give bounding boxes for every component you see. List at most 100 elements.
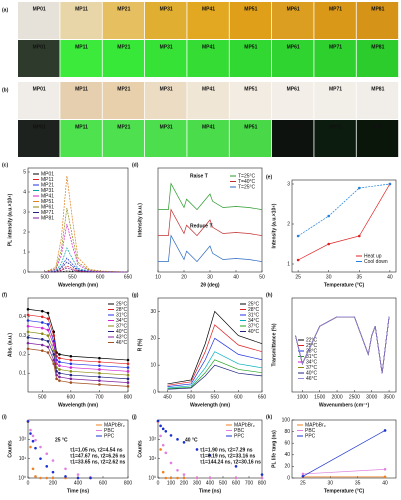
data-point — [176, 438, 179, 441]
data-point — [40, 321, 44, 324]
x-tick-label: 500 — [187, 394, 196, 400]
photo-label: MP11 — [75, 124, 88, 130]
y-axis-label: PL life τavg (ns) — [271, 430, 277, 468]
data-point — [195, 448, 199, 451]
x-tick-label: 40 — [233, 274, 239, 280]
data-point — [52, 330, 56, 334]
photo — [18, 120, 60, 157]
photo — [314, 82, 356, 119]
data-point — [76, 473, 80, 476]
legend-label: 46°C — [306, 376, 318, 382]
x-axis-label: Time (ns) — [67, 488, 89, 494]
data-point — [45, 452, 49, 456]
data-point — [69, 366, 73, 369]
data-point — [40, 343, 44, 347]
x-tick-label: 20 — [181, 274, 187, 280]
x-tick-label: 700 — [245, 480, 254, 486]
data-line — [167, 310, 263, 385]
data-line — [158, 182, 263, 211]
data-line — [27, 337, 129, 380]
data-line — [44, 207, 129, 273]
data-point — [176, 469, 179, 472]
legend-label: MP71 — [41, 210, 54, 216]
legend-label: MP41 — [41, 193, 54, 199]
photo — [356, 40, 399, 77]
x-tick-label: 500 — [38, 394, 47, 400]
data-line — [167, 324, 263, 386]
data-point — [164, 451, 168, 455]
data-point — [161, 443, 165, 447]
data-point — [69, 362, 73, 366]
photo — [272, 40, 314, 77]
photo — [187, 40, 229, 77]
photo — [272, 82, 314, 119]
photo — [229, 82, 272, 119]
data-point — [260, 473, 264, 476]
photo-label: MP21 — [117, 6, 130, 12]
data-point — [69, 377, 73, 381]
data-point — [51, 459, 55, 462]
data-point — [161, 427, 165, 431]
data-point — [156, 419, 160, 423]
panel-label: (b) — [2, 87, 9, 93]
data-point — [58, 371, 61, 375]
legend-label: MP21 — [41, 182, 54, 188]
data-point — [58, 379, 61, 383]
photo-label: MP41 — [202, 6, 215, 12]
photo — [314, 2, 356, 39]
data-point — [52, 353, 56, 356]
legend-label: 34°C — [306, 359, 318, 365]
data-point — [64, 467, 67, 471]
data-point — [260, 476, 264, 480]
legend-label: 40°C — [306, 370, 318, 376]
chart-panel: (e) 25 30 35 40 1 2 3 Temperature (°C) Intensity … — [266, 174, 397, 288]
data-point — [383, 429, 387, 432]
photo-label: MP51 — [244, 86, 257, 92]
legend-label: T=40°C — [238, 179, 256, 185]
photo — [60, 120, 102, 157]
data-point — [29, 432, 32, 435]
photo-label: MP01 — [33, 86, 46, 92]
y-tick-label: 80 — [284, 429, 290, 435]
y-tick-label: 0.3 — [19, 333, 26, 339]
x-tick-label: 2000 — [332, 394, 343, 400]
y-tick-label: 10¹ — [149, 456, 157, 462]
data-point — [40, 309, 44, 313]
photo-label: MP31 — [160, 6, 173, 12]
chart-panel: (k) 25 30 35 40 0 20 40 60 80 100 Temperature (°C) P… — [266, 414, 397, 494]
photo — [102, 2, 145, 39]
y-tick-label: 20 — [150, 336, 156, 342]
data-point — [69, 358, 73, 362]
x-tick-label: 600 — [232, 480, 241, 486]
x-axis-label: Wavelength (nm) — [58, 402, 98, 408]
annotation: τ1=144.24 ns, τ2=30.16 ns — [200, 459, 261, 465]
data-point — [182, 473, 186, 476]
data-point — [296, 234, 300, 238]
x-tick-label: 40 — [382, 480, 388, 486]
data-line — [44, 267, 128, 273]
legend-label: PBC — [305, 428, 316, 434]
data-point — [40, 338, 44, 341]
data-point — [55, 377, 58, 381]
legend-label: PBC — [234, 428, 245, 434]
legend-label: MP61 — [41, 204, 54, 210]
photo-label: MP71 — [329, 124, 342, 130]
y-tick-label: 30 — [150, 309, 156, 315]
legend-label: 34°C — [248, 318, 260, 324]
x-tick-label: 600 — [234, 394, 243, 400]
data-point — [52, 349, 56, 352]
data-point — [98, 368, 101, 371]
data-point — [169, 461, 173, 465]
x-axis-label: Wavenumbers (cm⁻¹) — [319, 402, 370, 408]
y-axis-label: Intensity (a.u.×10⁴) — [271, 203, 277, 248]
legend-label: 25°C — [116, 301, 128, 307]
data-point — [26, 330, 30, 334]
x-tick-label: 30 — [207, 274, 213, 280]
photo-label: MP81 — [371, 44, 384, 50]
photo — [18, 2, 60, 39]
legend-label: MP11 — [41, 177, 54, 183]
legend-label: 40°C — [116, 329, 128, 335]
data-point — [51, 476, 55, 480]
data-point — [169, 434, 173, 437]
plot-frame — [291, 297, 397, 393]
